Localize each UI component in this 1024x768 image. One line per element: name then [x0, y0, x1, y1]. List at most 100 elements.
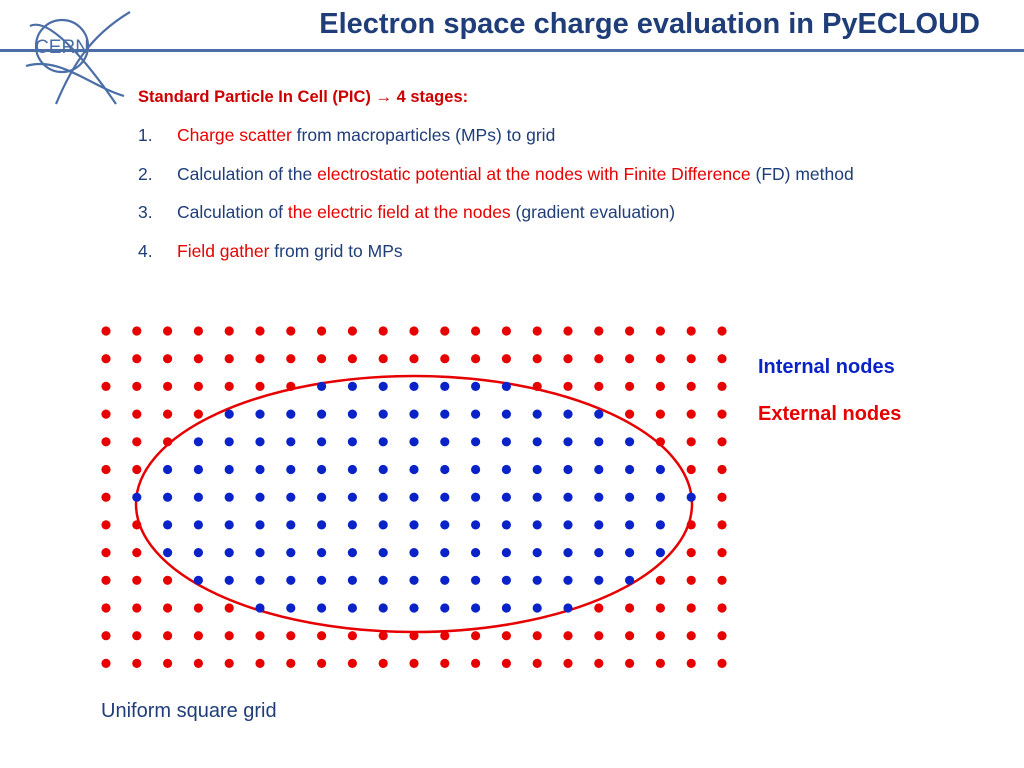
internal-node — [501, 492, 511, 502]
logo-text: CERN — [35, 37, 89, 58]
internal-node — [409, 381, 419, 391]
external-node — [686, 326, 696, 336]
internal-node — [409, 548, 419, 558]
internal-node — [471, 381, 481, 391]
external-node — [101, 409, 111, 419]
internal-node — [193, 520, 203, 530]
external-node — [193, 326, 203, 336]
external-node — [563, 381, 573, 391]
external-node — [224, 658, 234, 669]
external-node — [655, 631, 666, 641]
external-node — [193, 603, 203, 613]
internal-node — [440, 548, 450, 558]
external-node — [717, 354, 727, 364]
external-node — [440, 326, 450, 336]
external-node — [686, 409, 696, 419]
internal-node — [347, 464, 357, 475]
internal-node — [440, 575, 450, 585]
external-node — [655, 575, 666, 585]
internal-node — [594, 492, 604, 502]
legend-external-nodes: External nodes — [758, 403, 902, 425]
external-node — [686, 658, 696, 669]
header-line — [0, 49, 1024, 52]
internal-node — [501, 575, 511, 585]
stage-plain-text: Calculation of — [177, 202, 288, 222]
internal-node — [532, 548, 542, 558]
stage-highlight: Charge scatter — [177, 125, 292, 145]
internal-node — [501, 520, 511, 530]
external-node — [594, 381, 604, 391]
external-node — [501, 631, 511, 641]
external-node — [132, 575, 142, 585]
stage-item: 1. Charge scatter from macroparticles (MP… — [138, 125, 854, 164]
internal-node — [378, 603, 388, 613]
external-node — [655, 603, 666, 613]
internal-node — [286, 492, 296, 502]
internal-node — [378, 548, 388, 558]
external-node — [717, 575, 727, 585]
internal-node — [163, 492, 173, 502]
internal-node — [655, 548, 666, 558]
logo-arc-3 — [54, 11, 131, 105]
internal-node — [224, 409, 234, 419]
internal-node — [501, 381, 511, 391]
internal-node — [471, 520, 481, 530]
internal-node — [286, 409, 296, 419]
internal-node — [563, 492, 573, 502]
external-node — [409, 631, 419, 641]
internal-node — [255, 492, 265, 502]
internal-node — [286, 603, 296, 613]
internal-node — [563, 548, 573, 558]
internal-node — [286, 520, 296, 530]
external-node — [532, 658, 542, 669]
external-node — [132, 548, 142, 558]
internal-node — [563, 520, 573, 530]
internal-node — [594, 520, 604, 530]
external-node — [163, 437, 173, 447]
external-node — [501, 326, 511, 336]
logo-arc-2 — [25, 63, 125, 98]
intro-text: Standard Particle In Cell (PIC) — [138, 88, 371, 106]
internal-node — [625, 492, 635, 502]
external-node — [686, 575, 696, 585]
external-node — [471, 631, 481, 641]
cern-logo: CERN — [25, 11, 131, 105]
external-node — [594, 603, 604, 613]
internal-node — [317, 381, 327, 391]
external-node — [686, 603, 696, 613]
internal-node — [317, 603, 327, 613]
external-node — [255, 381, 265, 391]
external-node — [717, 409, 727, 419]
external-node — [655, 437, 666, 447]
stage-plain-text: (FD) method — [750, 163, 854, 184]
stage-item: 3. Calculation of the electric field at t… — [138, 202, 854, 241]
external-node — [193, 631, 203, 641]
external-node — [101, 354, 111, 364]
internal-node — [317, 409, 327, 419]
external-node — [563, 631, 573, 641]
external-node — [563, 326, 573, 336]
external-node — [655, 354, 666, 364]
stage-item: 4. Field gather from grid to MPs — [138, 241, 854, 280]
internal-node — [224, 575, 234, 585]
internal-node — [286, 548, 296, 558]
internal-node — [532, 464, 542, 475]
external-node — [717, 381, 727, 391]
external-node — [224, 631, 234, 641]
internal-node — [224, 548, 234, 558]
internal-node — [132, 492, 142, 502]
internal-node — [193, 492, 203, 502]
external-node — [101, 603, 111, 613]
external-node — [686, 464, 696, 475]
external-node — [286, 658, 296, 669]
external-node — [132, 381, 142, 391]
internal-node — [317, 575, 327, 585]
external-node — [224, 603, 234, 613]
external-node — [101, 326, 111, 336]
external-node — [717, 548, 727, 558]
external-node — [347, 631, 357, 641]
intro-line: Standard Particle In Cell (PIC) → 4 stag… — [138, 88, 468, 107]
internal-node — [409, 464, 419, 475]
external-node — [163, 326, 173, 336]
